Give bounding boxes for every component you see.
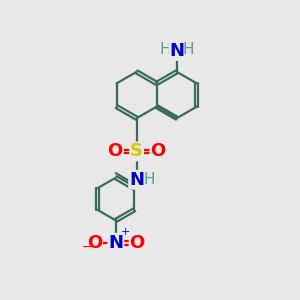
Text: N: N xyxy=(108,234,123,252)
Text: N: N xyxy=(129,171,144,189)
Text: O: O xyxy=(87,234,102,252)
Text: O: O xyxy=(130,234,145,252)
Text: H: H xyxy=(143,172,155,187)
Text: N: N xyxy=(169,42,184,60)
Text: S: S xyxy=(130,142,143,160)
Text: O: O xyxy=(108,142,123,160)
Text: H: H xyxy=(182,42,194,57)
Text: H: H xyxy=(160,42,171,57)
Text: −: − xyxy=(82,241,92,254)
Text: O: O xyxy=(150,142,166,160)
Text: +: + xyxy=(121,227,130,237)
